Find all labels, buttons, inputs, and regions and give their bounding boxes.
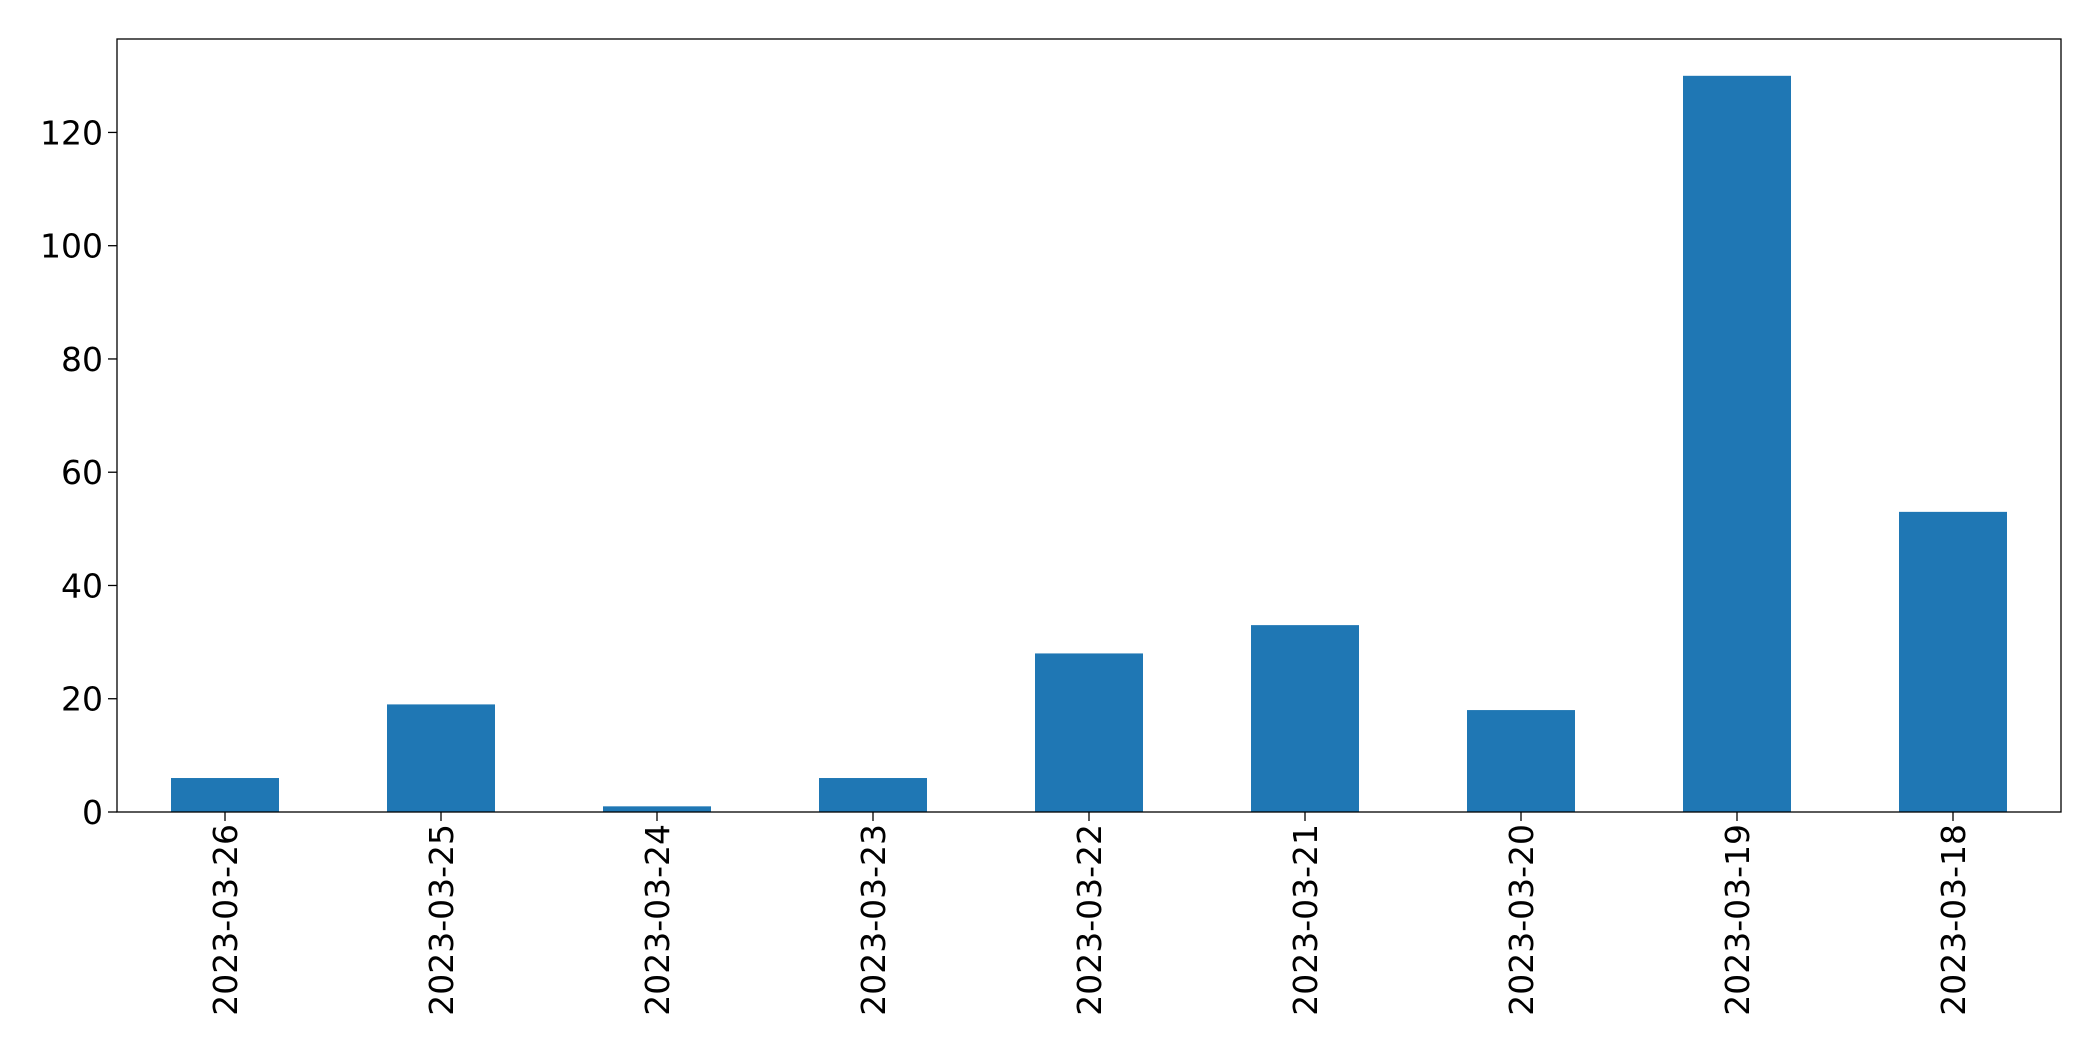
y-tick-label: 80: [61, 340, 103, 379]
x-tick-label: 2023-03-25: [422, 824, 461, 1016]
bar-2023-03-21: [1251, 625, 1359, 812]
bar-2023-03-20: [1467, 710, 1575, 812]
plot-frame: [116, 38, 2062, 813]
bars: [171, 75, 2007, 813]
x-tick-label: 2023-03-20: [1502, 824, 1541, 1016]
bar-2023-03-19: [1683, 75, 1791, 813]
bar-2023-03-25: [387, 704, 495, 812]
y-tick-label: 100: [40, 227, 103, 266]
bar-2023-03-23: [819, 778, 927, 812]
x-tick-label: 2023-03-19: [1718, 824, 1757, 1016]
bar-2023-03-24: [603, 806, 711, 812]
y-tick-label: 20: [61, 680, 103, 719]
x-tick-label: 2023-03-26: [206, 824, 245, 1016]
bar-2023-03-18: [1899, 511, 2007, 812]
x-tick-label: 2023-03-24: [638, 824, 677, 1016]
y-tick-label: 0: [82, 793, 103, 832]
y-tick-label: 40: [61, 566, 103, 605]
y-tick-label: 60: [61, 453, 103, 492]
bar-2023-03-22: [1035, 653, 1143, 812]
y-tick-label: 120: [40, 113, 103, 152]
x-tick-label: 2023-03-22: [1070, 824, 1109, 1016]
y-axis: 0 20 40 60 80 100 120: [40, 113, 117, 832]
x-axis: 2023-03-26 2023-03-25 2023-03-24 2023-03-23…: [206, 812, 1973, 1016]
x-tick-label: 2023-03-21: [1286, 824, 1325, 1016]
bar-2023-03-26: [171, 778, 279, 812]
x-tick-label: 2023-03-18: [1934, 824, 1973, 1016]
x-tick-label: 2023-03-23: [854, 824, 893, 1016]
